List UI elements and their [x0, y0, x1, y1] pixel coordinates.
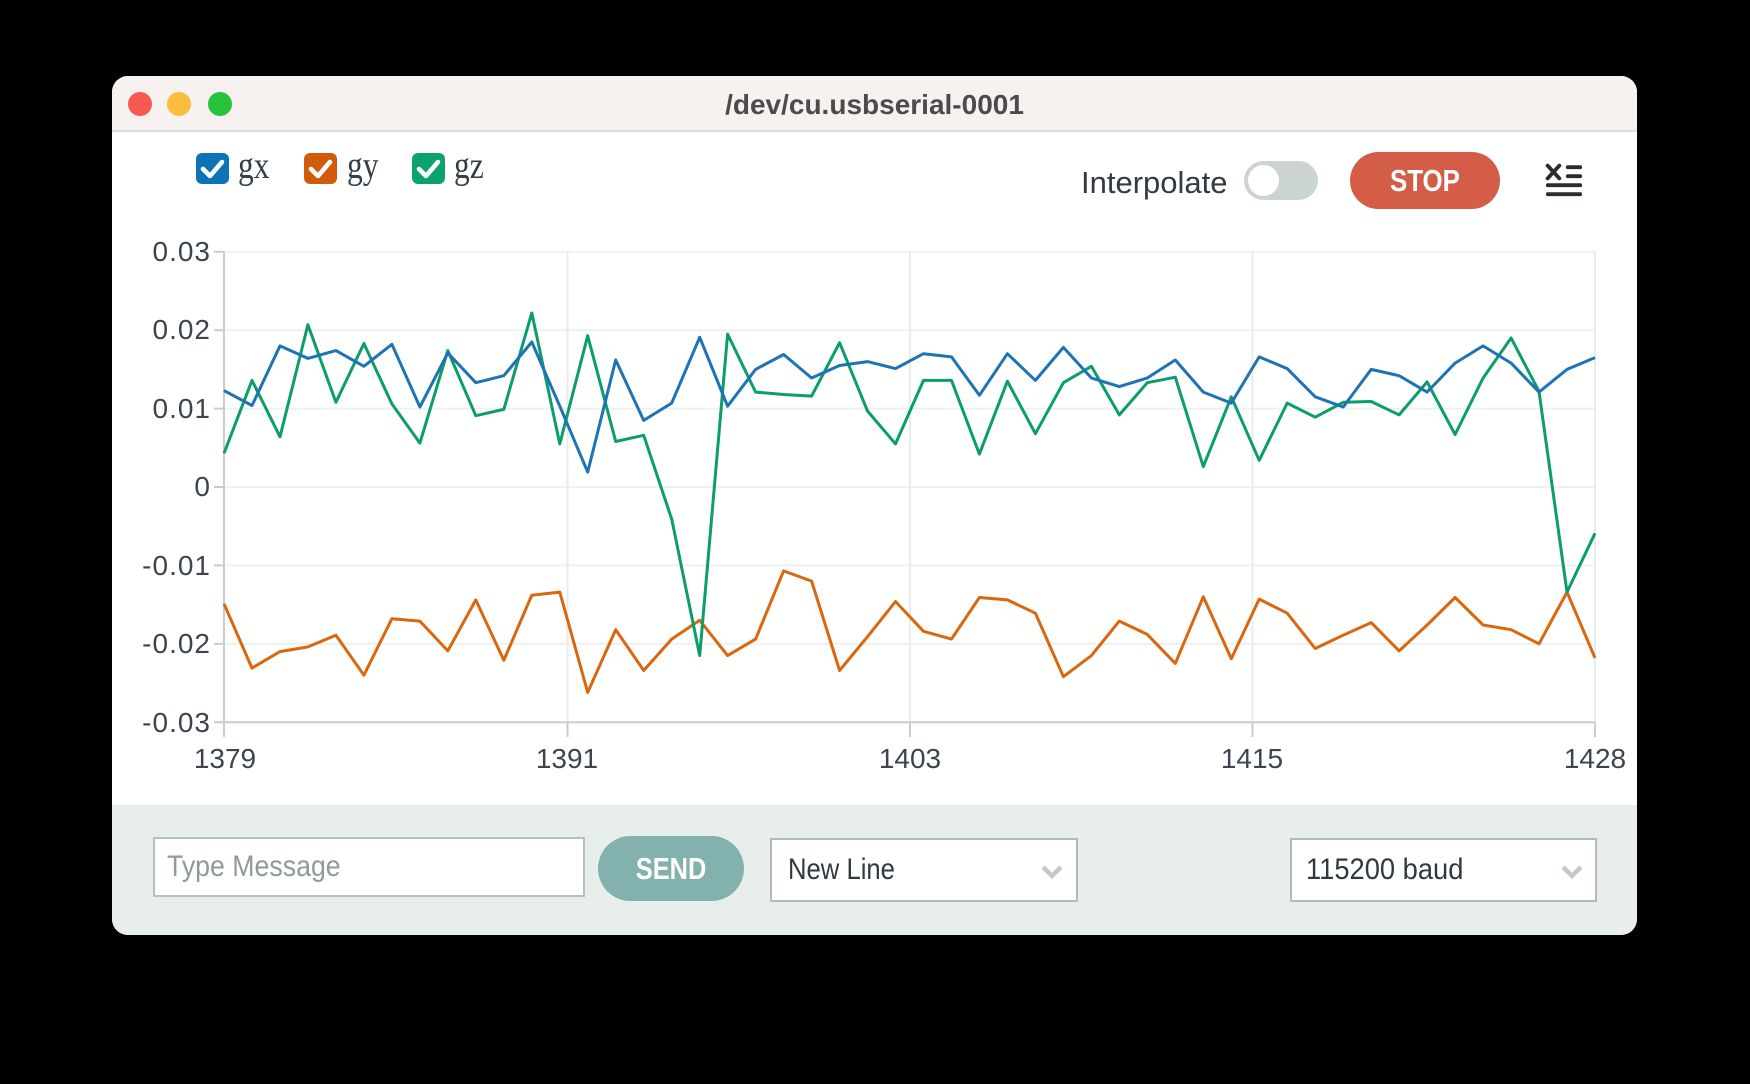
svg-text:1391: 1391	[536, 743, 598, 774]
svg-text:0.02: 0.02	[153, 314, 212, 345]
svg-text:1415: 1415	[1221, 743, 1283, 774]
svg-text:0.01: 0.01	[153, 393, 212, 424]
svg-text:1428: 1428	[1564, 743, 1626, 774]
svg-text:1403: 1403	[879, 743, 941, 774]
svg-text:0: 0	[194, 471, 211, 502]
svg-text:0.03: 0.03	[153, 236, 212, 267]
svg-text:1379: 1379	[194, 743, 256, 774]
svg-text:-0.02: -0.02	[142, 628, 211, 659]
svg-text:-0.03: -0.03	[142, 707, 211, 738]
svg-text:-0.01: -0.01	[142, 550, 211, 581]
